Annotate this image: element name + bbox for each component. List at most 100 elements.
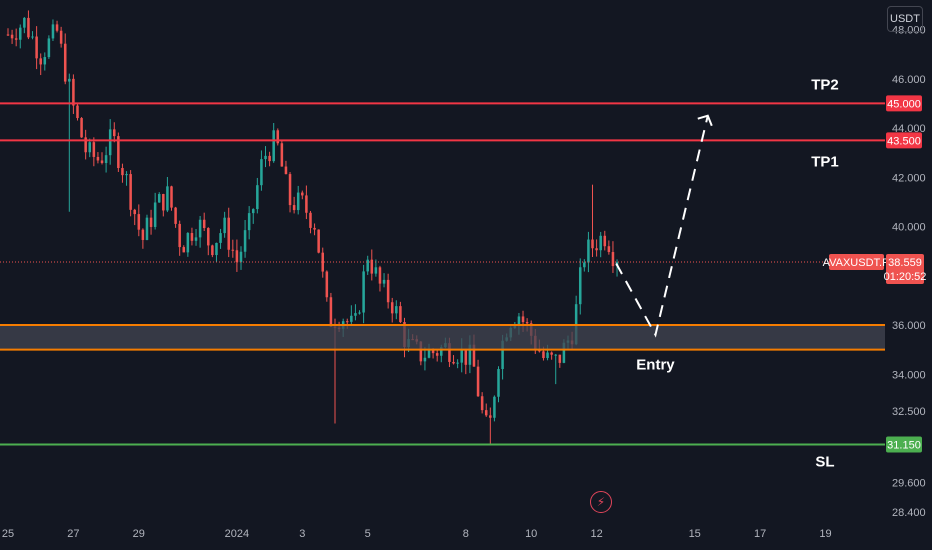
- candle: [186, 232, 190, 257]
- price-tick-label: 43.500: [887, 135, 921, 147]
- candle: [51, 19, 55, 42]
- countdown-label: 01:20:52: [884, 271, 927, 283]
- time-tick-label: 15: [689, 528, 701, 540]
- price-tick-label: 44.000: [892, 123, 926, 135]
- candle: [435, 350, 439, 362]
- last-price-badge: [886, 254, 924, 285]
- candle: [370, 249, 374, 281]
- candle: [47, 35, 51, 59]
- candle: [235, 239, 239, 272]
- candle: [149, 209, 153, 235]
- currency-selector[interactable]: USDT: [887, 6, 923, 32]
- candle: [27, 10, 30, 40]
- candle: [129, 170, 132, 217]
- candle: [170, 185, 173, 211]
- candle: [117, 132, 120, 172]
- candle: [313, 223, 316, 236]
- candle: [23, 17, 26, 34]
- candle: [489, 407, 492, 445]
- symbol-badge: [829, 254, 884, 271]
- time-tick-label: 5: [365, 528, 371, 540]
- candle: [595, 239, 598, 257]
- candle: [76, 104, 79, 121]
- candle: [137, 204, 141, 237]
- candle: [399, 301, 402, 323]
- time-tick-label: 10: [525, 528, 537, 540]
- candle: [456, 359, 459, 369]
- candle: [80, 117, 83, 138]
- candle: [276, 128, 280, 146]
- price-tick-label: 45.000: [887, 98, 921, 110]
- candle: [63, 33, 67, 85]
- candle: [18, 24, 22, 49]
- candle: [325, 270, 329, 302]
- candle: [31, 31, 34, 40]
- level-badge: [886, 95, 922, 112]
- candle: [554, 353, 557, 385]
- candle: [578, 258, 582, 315]
- candle: [125, 171, 128, 186]
- price-tick-label: 48.000: [892, 25, 926, 37]
- candle: [59, 26, 63, 48]
- candle: [96, 152, 100, 164]
- candle: [141, 228, 145, 249]
- candle: [215, 242, 218, 262]
- projection-arrow: [697, 114, 713, 127]
- candle: [350, 305, 353, 327]
- candle: [72, 74, 75, 114]
- candle: [452, 355, 455, 365]
- candle: [43, 52, 47, 71]
- candle: [219, 228, 222, 249]
- candle: [133, 208, 136, 226]
- projection-path: [615, 114, 713, 338]
- candle: [231, 239, 235, 258]
- candle: [272, 122, 275, 163]
- candle: [583, 259, 586, 272]
- candle: [39, 53, 42, 76]
- candle: [599, 231, 602, 258]
- candle: [550, 351, 553, 360]
- candle: [190, 227, 194, 246]
- candle: [395, 300, 398, 320]
- level-name-sl: SL: [815, 453, 834, 470]
- candle: [182, 245, 186, 253]
- candle: [493, 395, 496, 422]
- price-tick-label: 34.000: [892, 369, 926, 381]
- candle: [476, 359, 480, 397]
- candle: [227, 207, 230, 258]
- lightning-bolt-icon[interactable]: ⚡: [590, 491, 612, 513]
- candle: [587, 231, 590, 273]
- time-tick-label: 2024: [225, 528, 249, 540]
- price-tick-label: 29.600: [892, 478, 926, 490]
- candle: [362, 264, 365, 324]
- price-levels: TP2 TP1 SL: [0, 76, 885, 470]
- entry-zone: Entry: [0, 324, 885, 374]
- candle: [358, 310, 361, 315]
- price-tick-label: 40.000: [892, 222, 926, 234]
- candle: [591, 184, 594, 258]
- candle: [55, 20, 59, 33]
- candle: [484, 403, 488, 417]
- candle: [607, 240, 611, 255]
- time-tick-label: 8: [463, 528, 469, 540]
- candle: [35, 26, 38, 70]
- candle: [92, 137, 96, 167]
- candle: [603, 230, 607, 251]
- price-tick-label: 38.559: [888, 257, 922, 269]
- candle: [386, 273, 390, 309]
- candle: [68, 73, 71, 212]
- level-badge: [886, 132, 922, 149]
- time-tick-label: 25: [2, 528, 14, 540]
- candle: [354, 304, 357, 321]
- price-tick-label: 28.400: [892, 507, 926, 519]
- candle: [378, 265, 382, 292]
- candle: [162, 193, 165, 217]
- projection-line: [615, 115, 709, 338]
- entry-label: Entry: [636, 357, 675, 374]
- candle: [84, 129, 87, 160]
- candle: [198, 216, 202, 248]
- level-badge: [886, 436, 922, 453]
- candle: [280, 139, 284, 167]
- candle: [390, 297, 394, 323]
